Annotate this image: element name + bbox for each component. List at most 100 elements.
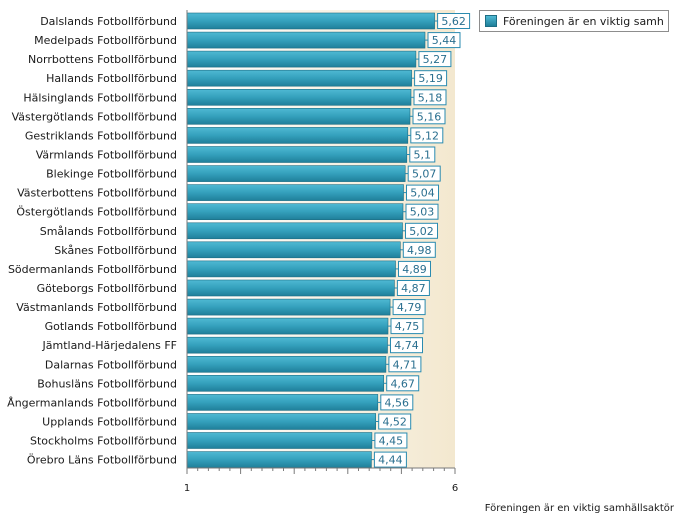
bar [186, 127, 409, 144]
bar [186, 451, 372, 468]
bar [186, 184, 404, 201]
data-label: 5,62 [441, 15, 466, 28]
data-label-box [374, 432, 408, 449]
category-label: Medelpads Fotbollförbund [34, 34, 177, 47]
category-label: Jämtland-Härjedalens FF [42, 339, 178, 352]
bar [186, 203, 404, 220]
data-label: 5,04 [410, 187, 435, 200]
data-label: 5,27 [423, 53, 448, 66]
category-label: Gestriklands Fotbollförbund [25, 129, 177, 142]
bar [186, 108, 411, 125]
bar [186, 298, 391, 316]
category-label: Skånes Fotbollförbund [54, 244, 177, 257]
data-label-box [398, 260, 431, 277]
category-label: Södermanlands Fotbollförbund [8, 263, 177, 276]
bar [186, 50, 417, 68]
bar [186, 355, 387, 373]
category-label: Hälsinglands Fotbollförbund [23, 91, 177, 104]
bar [186, 336, 388, 354]
category-label: Hallands Fotbollförbund [46, 72, 177, 85]
data-label: 4,45 [379, 435, 404, 448]
bar [186, 413, 376, 430]
category-label: Västergötlands Fotbollförbund [12, 110, 177, 123]
category-label: Bohusläns Fotbollförbund [37, 377, 177, 390]
data-label-box [373, 451, 407, 468]
category-label: Dalarnas Fotbollförbund [45, 358, 177, 371]
data-label: 4,87 [401, 282, 426, 295]
category-label: Örebro Läns Fotbollförbund [27, 454, 177, 467]
data-label-box [409, 146, 436, 163]
data-label-box [418, 51, 452, 68]
category-label: Stockholms Fotbollförbund [30, 435, 177, 448]
x-axis-title: Föreningen är en viktig samhällsaktör [485, 503, 675, 514]
data-label: 4,56 [385, 396, 410, 409]
data-label: 4,75 [395, 320, 420, 333]
data-label: 4,52 [382, 416, 407, 429]
data-label: 5,16 [417, 110, 442, 123]
data-label: 4,44 [378, 454, 403, 467]
data-label: 4,89 [402, 263, 427, 276]
data-label-box [390, 318, 424, 335]
data-label-box [380, 394, 414, 411]
category-label: Västerbottens Fotbollförbund [17, 187, 177, 200]
bar [186, 241, 401, 259]
data-label: 5,1 [414, 149, 432, 162]
data-label: 5,18 [418, 91, 443, 104]
data-label-box [390, 337, 423, 354]
category-label: Gotlands Fotbollförbund [45, 320, 177, 333]
category-label: Norrbottens Fotbollförbund [28, 53, 177, 66]
data-label: 4,79 [397, 301, 422, 314]
data-label: 4,67 [390, 377, 415, 390]
data-label-box [402, 241, 436, 258]
x-tick-label: 1 [184, 483, 190, 494]
data-label-box [388, 356, 422, 373]
bar [186, 69, 412, 87]
category-label: Värmlands Fotbollförbund [36, 149, 177, 162]
data-label: 4,98 [407, 244, 432, 257]
data-label: 5,19 [418, 72, 443, 85]
data-label-box [412, 108, 446, 125]
data-label: 5,02 [409, 225, 434, 238]
bar [186, 165, 406, 182]
data-label-box [386, 375, 420, 392]
category-label: Smålands Fotbollförbund [40, 225, 177, 238]
x-tick-label: 6 [452, 483, 458, 494]
bar [186, 89, 412, 106]
category-label: Blekinge Fotbollförbund [46, 168, 177, 181]
data-label-box [405, 203, 439, 220]
data-label-box [392, 299, 426, 316]
data-label-box [407, 165, 441, 182]
data-label: 5,12 [415, 129, 440, 142]
category-label: Upplands Fotbollförbund [42, 416, 177, 429]
bar [186, 31, 426, 49]
legend-label: Föreningen är en viktig samh [503, 14, 664, 28]
bar [186, 432, 373, 449]
category-label: Västmanlands Fotbollförbund [16, 301, 177, 314]
bar [186, 146, 408, 163]
data-label-box [406, 184, 439, 201]
legend: Föreningen är en viktig samh [479, 10, 669, 32]
data-label-box [410, 127, 444, 144]
data-label: 5,03 [410, 206, 435, 219]
data-label: 4,71 [393, 358, 418, 371]
data-label-box [405, 222, 438, 239]
data-label: 4,74 [394, 339, 419, 352]
category-label: Östergötlands Fotbollförbund [16, 206, 177, 219]
bar [186, 260, 396, 278]
bar [186, 222, 403, 240]
data-label-box [413, 89, 447, 106]
bar [186, 394, 379, 411]
bar [186, 374, 384, 392]
data-label-box [427, 32, 461, 49]
data-label: 5,07 [412, 168, 437, 181]
category-label: Ångermanlands Fotbollförbund [7, 396, 177, 409]
data-label-box [396, 280, 430, 296]
data-label-box [378, 413, 412, 430]
data-label-box [414, 70, 448, 87]
legend-swatch [485, 15, 497, 27]
bar [186, 317, 389, 335]
bar [186, 12, 435, 30]
bar [186, 279, 395, 297]
category-label: Göteborgs Fotbollförbund [37, 282, 177, 295]
